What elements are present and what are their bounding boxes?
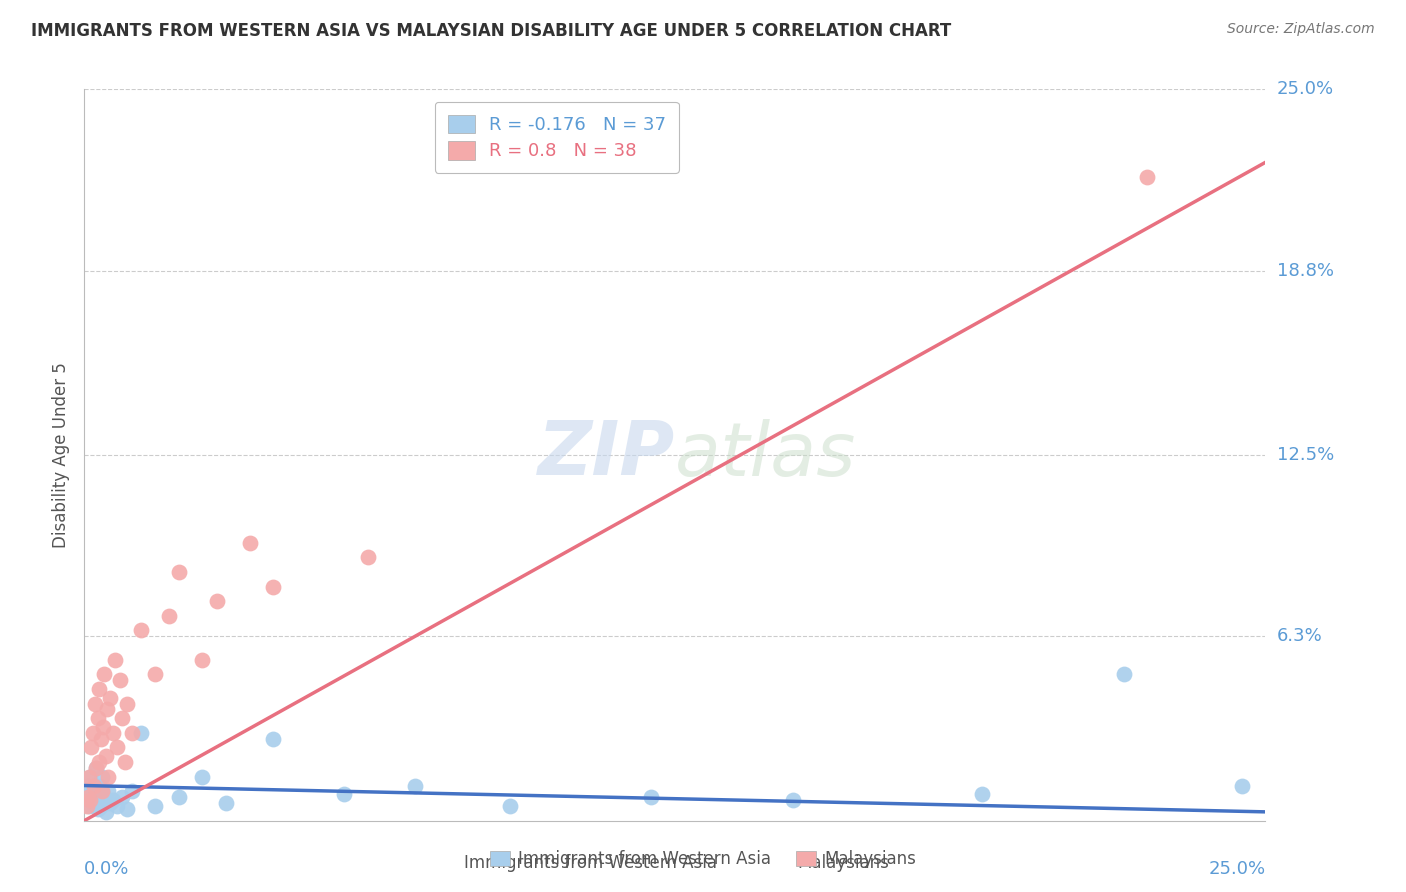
Point [191,653,214,667]
Point [82,796,104,810]
Point [91,784,114,798]
Point [262,580,284,594]
Point [94,805,117,819]
Point [215,796,238,810]
Point [91,787,114,801]
Point [115,697,138,711]
Point [115,802,138,816]
Point [101,726,124,740]
Point [404,779,426,793]
Point [111,790,134,805]
Point [121,784,143,798]
Text: Immigrants from Western Asia: Immigrants from Western Asia [464,855,717,872]
Legend: Immigrants from Western Asia, Malaysians: Immigrants from Western Asia, Malaysians [484,844,922,875]
Text: 0.0%: 0.0% [84,860,129,878]
Point [239,535,262,549]
Point [640,790,662,805]
Text: 18.8%: 18.8% [1277,261,1333,279]
Point [89,790,111,805]
Point [96,702,118,716]
Point [94,749,117,764]
Text: ZIP: ZIP [537,418,675,491]
Point [143,799,166,814]
Point [80,787,103,801]
Point [782,793,804,807]
Point [498,799,520,814]
Point [86,711,108,725]
Text: Source: ZipAtlas.com: Source: ZipAtlas.com [1227,22,1375,37]
Point [157,608,180,623]
Point [97,770,120,784]
Point [333,787,356,801]
Point [97,784,120,798]
Text: 12.5%: 12.5% [1277,446,1334,464]
Point [98,796,121,810]
Point [79,793,101,807]
Point [101,793,124,807]
Point [111,711,134,725]
Point [107,740,129,755]
Point [86,802,108,816]
Point [104,653,127,667]
Point [83,784,105,798]
Point [205,594,228,608]
Point [83,793,105,807]
Text: 25.0%: 25.0% [1208,860,1265,878]
Point [80,740,103,755]
Text: Malaysians: Malaysians [797,855,890,872]
Point [84,761,107,775]
Point [191,770,214,784]
Text: atlas: atlas [675,419,856,491]
Point [262,731,284,746]
Point [1136,169,1159,184]
Point [77,799,100,814]
Point [98,690,121,705]
Point [129,624,152,638]
Point [90,731,112,746]
Point [83,779,105,793]
Point [91,770,114,784]
Point [107,799,129,814]
Point [970,787,993,801]
Point [77,779,100,793]
Point [167,565,190,579]
Point [167,790,190,805]
Point [87,755,110,769]
Point [76,799,98,814]
Text: IMMIGRANTS FROM WESTERN ASIA VS MALAYSIAN DISABILITY AGE UNDER 5 CORRELATION CHA: IMMIGRANTS FROM WESTERN ASIA VS MALAYSIA… [31,22,952,40]
Point [357,550,380,565]
Text: 6.3%: 6.3% [1277,627,1322,645]
Point [89,681,111,696]
Point [91,720,114,734]
Point [143,667,166,681]
Point [108,673,131,688]
Point [1230,779,1253,793]
Point [129,726,152,740]
Point [93,667,115,681]
Point [1112,667,1135,681]
Point [114,755,136,769]
Point [83,697,105,711]
Point [121,726,143,740]
Point [82,726,104,740]
Point [77,790,100,805]
Legend: R = -0.176   N = 37, R = 0.8   N = 38: R = -0.176 N = 37, R = 0.8 N = 38 [434,102,679,173]
Point [79,770,101,784]
Text: 25.0%: 25.0% [1277,80,1334,98]
Point [84,761,107,775]
Point [77,770,100,784]
Point [90,799,112,814]
Point [76,790,98,805]
Y-axis label: Disability Age Under 5: Disability Age Under 5 [52,362,70,548]
Point [87,779,110,793]
